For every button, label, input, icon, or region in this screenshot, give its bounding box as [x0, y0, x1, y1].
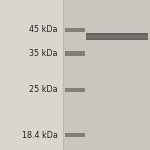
Bar	[86, 36, 148, 37]
Bar	[86, 34, 148, 35]
Bar	[86, 34, 148, 35]
Bar	[86, 39, 148, 40]
Bar	[86, 33, 148, 34]
Bar	[86, 38, 148, 39]
Text: 18.4 kDa: 18.4 kDa	[22, 130, 58, 140]
Bar	[86, 34, 148, 35]
Bar	[86, 36, 148, 37]
Bar	[86, 36, 148, 37]
Bar	[86, 35, 148, 36]
Bar	[86, 37, 148, 38]
Bar	[86, 33, 148, 34]
Bar	[86, 34, 148, 35]
Bar	[86, 37, 148, 38]
Bar	[86, 35, 148, 36]
Text: 35 kDa: 35 kDa	[29, 49, 58, 58]
Bar	[86, 34, 148, 35]
Bar	[86, 35, 148, 36]
Bar	[65, 133, 85, 137]
Bar	[86, 39, 148, 40]
Bar	[86, 38, 148, 39]
Bar	[86, 39, 148, 40]
Bar	[86, 33, 148, 34]
Bar	[0, 0, 63, 150]
Bar	[86, 38, 148, 39]
Text: 25 kDa: 25 kDa	[29, 85, 58, 94]
Bar	[65, 51, 85, 56]
Bar	[86, 37, 148, 38]
Bar	[86, 37, 148, 38]
Bar	[65, 88, 85, 92]
Text: 45 kDa: 45 kDa	[29, 26, 58, 34]
Bar	[65, 28, 85, 32]
